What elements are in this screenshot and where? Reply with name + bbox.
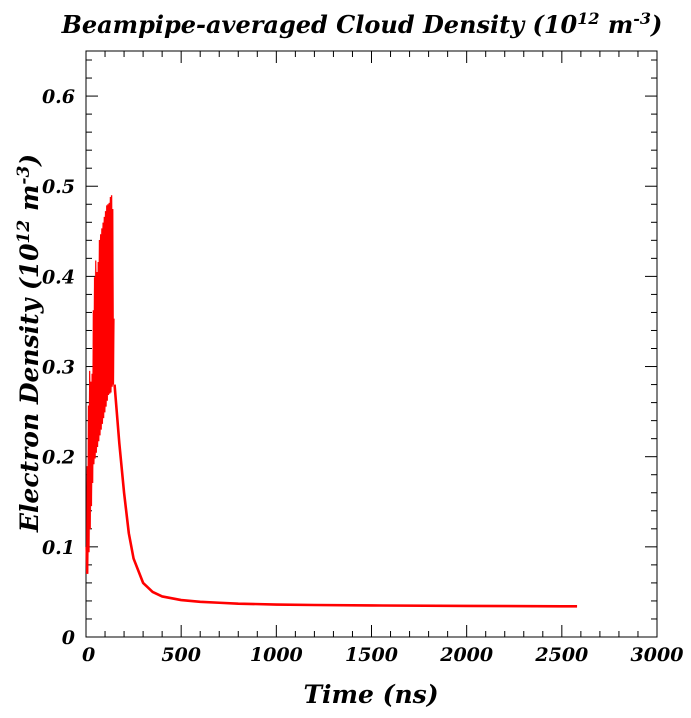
x-tick-label: 2500 <box>534 644 588 666</box>
y-tick-label: 0.3 <box>42 357 75 379</box>
y-tick-label: 0.1 <box>42 537 75 559</box>
x-tick-label: 2000 <box>439 644 493 666</box>
series-layer <box>85 195 578 608</box>
y-tick-label: 0.6 <box>42 86 75 108</box>
x-tick-label: 1000 <box>250 644 303 666</box>
decay-line <box>113 384 578 608</box>
y-tick-label: 0.4 <box>42 266 75 288</box>
y-tick-label: 0.2 <box>42 447 75 469</box>
x-tick-label: 500 <box>161 644 201 666</box>
x-tick-label: 0 <box>82 644 95 666</box>
y-tick-label: 0 <box>62 627 75 649</box>
plot-frame <box>85 50 658 638</box>
oscillation-line <box>85 195 115 574</box>
x-tick-label: 3000 <box>631 644 684 666</box>
x-tick-label: 1500 <box>345 644 398 666</box>
y-tick-label: 0.5 <box>42 176 75 198</box>
y-axis-label: Electron Density (1012 m-3) <box>14 154 44 533</box>
x-axis-label: Time (ns) <box>303 680 438 709</box>
x-axis: 0 500 1000 1500 2000 2500 3000 <box>82 51 683 666</box>
chart-title: Beampipe-averaged Cloud Density (1012 m-… <box>61 9 663 39</box>
